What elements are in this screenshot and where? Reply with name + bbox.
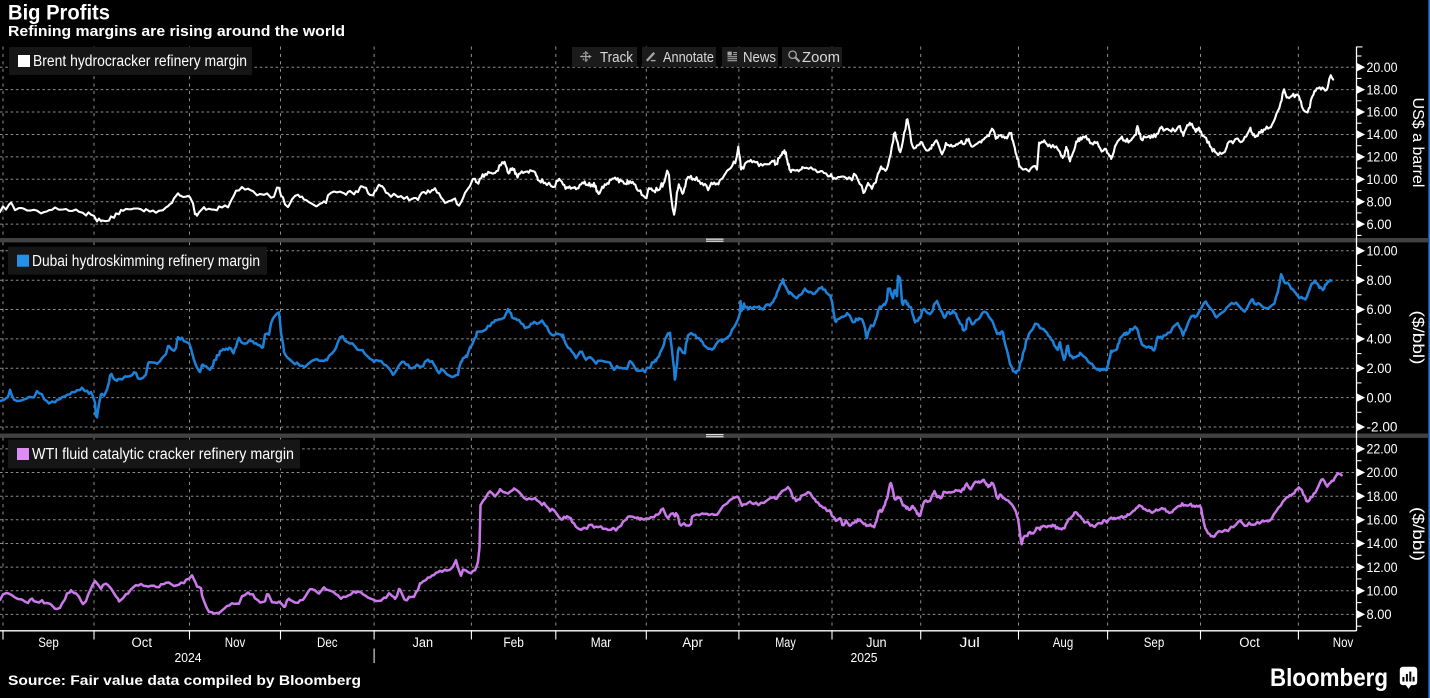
svg-text:12.00: 12.00 (1367, 150, 1398, 165)
svg-text:8.00: 8.00 (1367, 273, 1392, 288)
svg-text:18.00: 18.00 (1367, 489, 1398, 504)
svg-text:($/bbl): ($/bbl) (1409, 311, 1426, 365)
svg-text:8.00: 8.00 (1367, 194, 1392, 209)
svg-text:20.00: 20.00 (1367, 60, 1398, 75)
svg-text:16.00: 16.00 (1367, 105, 1398, 120)
svg-text:Zoom: Zoom (802, 50, 840, 66)
svg-text:10.00: 10.00 (1367, 172, 1398, 187)
svg-text:2024: 2024 (175, 650, 202, 665)
svg-text:May: May (775, 635, 796, 650)
svg-text:Nov: Nov (1333, 635, 1354, 650)
svg-text:Sep: Sep (38, 635, 59, 650)
svg-text:Apr: Apr (682, 635, 703, 650)
svg-text:News: News (743, 50, 776, 66)
svg-text:Annotate: Annotate (663, 50, 714, 66)
svg-text:2.00: 2.00 (1367, 361, 1392, 376)
svg-text:Track: Track (600, 50, 634, 66)
svg-text:Nov: Nov (225, 635, 246, 650)
svg-text:US$ a barrel: US$ a barrel (1409, 98, 1426, 188)
svg-text:4.00: 4.00 (1367, 332, 1392, 347)
svg-text:Oct: Oct (132, 635, 153, 650)
svg-text:Aug: Aug (1053, 635, 1074, 650)
svg-text:Oct: Oct (1239, 635, 1260, 650)
svg-text:Dubai hydroskimming refinery m: Dubai hydroskimming refinery margin (32, 253, 260, 270)
svg-text:Dec: Dec (317, 635, 338, 650)
svg-text:8.00: 8.00 (1367, 607, 1392, 622)
svg-text:10.00: 10.00 (1367, 583, 1398, 598)
svg-text:Jul: Jul (959, 635, 980, 650)
svg-text:Source: Fair value data compil: Source: Fair value data compiled by Bloo… (8, 672, 361, 688)
svg-text:14.00: 14.00 (1367, 127, 1398, 142)
svg-text:20.00: 20.00 (1367, 465, 1398, 480)
svg-text:($/bbl): ($/bbl) (1409, 507, 1426, 561)
svg-text:Jun: Jun (866, 635, 887, 650)
svg-text:-2.00: -2.00 (1367, 420, 1398, 435)
svg-text:22.00: 22.00 (1367, 442, 1398, 457)
svg-text:Feb: Feb (503, 635, 524, 650)
svg-text:6.00: 6.00 (1367, 217, 1392, 232)
svg-text:Brent hydrocracker refinery ma: Brent hydrocracker refinery margin (33, 53, 247, 70)
svg-text:0.00: 0.00 (1367, 390, 1392, 405)
svg-text:2025: 2025 (851, 650, 878, 665)
svg-text:18.00: 18.00 (1367, 82, 1398, 97)
svg-text:Big Profits: Big Profits (8, 2, 110, 25)
svg-text:14.00: 14.00 (1367, 536, 1398, 551)
svg-text:10.00: 10.00 (1367, 244, 1398, 259)
svg-text:Sep: Sep (1144, 635, 1165, 650)
svg-text:WTI fluid catalytic cracker re: WTI fluid catalytic cracker refinery mar… (32, 446, 294, 463)
svg-text:Mar: Mar (591, 635, 612, 650)
svg-text:Refining margins are rising ar: Refining margins are rising around the w… (8, 24, 345, 40)
svg-text:Jan: Jan (413, 635, 434, 650)
svg-text:Bloomberg: Bloomberg (1270, 664, 1388, 692)
svg-text:16.00: 16.00 (1367, 513, 1398, 528)
svg-text:12.00: 12.00 (1367, 560, 1398, 575)
svg-text:6.00: 6.00 (1367, 302, 1392, 317)
